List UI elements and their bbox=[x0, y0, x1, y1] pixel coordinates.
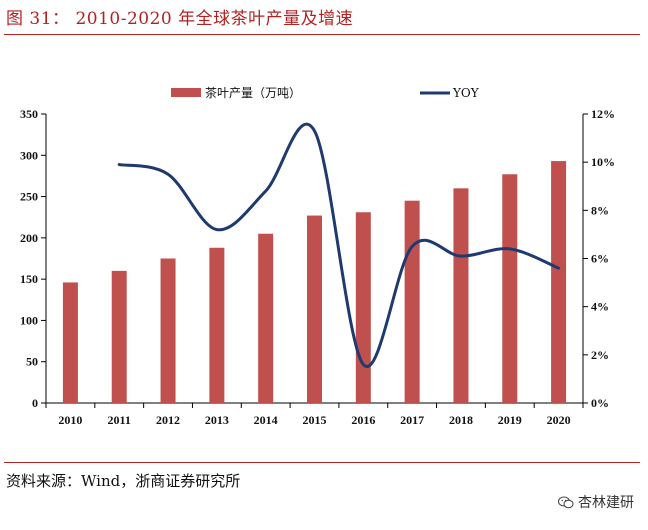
legend-swatch-bar bbox=[171, 88, 201, 97]
bar bbox=[160, 258, 176, 403]
bar bbox=[307, 215, 322, 403]
bar bbox=[453, 188, 469, 403]
bar bbox=[502, 174, 518, 403]
left-tick-label: 300 bbox=[20, 148, 38, 162]
x-tick-label: 2018 bbox=[449, 413, 473, 427]
bar bbox=[404, 200, 420, 403]
title-divider bbox=[4, 34, 640, 35]
right-tick-label: 6% bbox=[591, 252, 609, 266]
watermark: 杏林建研 bbox=[557, 492, 634, 512]
bar bbox=[355, 212, 371, 403]
x-tick-label: 2012 bbox=[156, 413, 180, 427]
right-tick-label: 4% bbox=[591, 300, 609, 314]
bar bbox=[258, 233, 274, 403]
bar bbox=[111, 270, 127, 403]
right-tick-label: 12% bbox=[591, 107, 615, 121]
right-tick-label: 8% bbox=[591, 203, 609, 217]
right-tick-label: 2% bbox=[591, 348, 609, 362]
x-tick-label: 2019 bbox=[498, 413, 522, 427]
left-tick-label: 100 bbox=[20, 313, 38, 327]
figure-title: 图 31： 2010-2020 年全球茶叶产量及增速 bbox=[6, 9, 354, 29]
left-tick-label: 150 bbox=[20, 272, 38, 286]
left-tick-label: 0 bbox=[32, 396, 38, 410]
left-tick-label: 250 bbox=[20, 190, 38, 204]
watermark-text: 杏林建研 bbox=[578, 495, 634, 511]
x-tick-label: 2015 bbox=[303, 413, 327, 427]
right-tick-label: 10% bbox=[591, 155, 615, 169]
x-tick-label: 2013 bbox=[205, 413, 229, 427]
left-tick-label: 350 bbox=[20, 107, 38, 121]
yoy-line bbox=[117, 122, 561, 369]
x-tick-label: 2020 bbox=[547, 413, 571, 427]
x-tick-label: 2016 bbox=[351, 413, 375, 427]
left-tick-label: 200 bbox=[20, 231, 38, 245]
bar bbox=[551, 161, 567, 403]
x-tick-label: 2010 bbox=[58, 413, 82, 427]
right-tick-label: 0% bbox=[591, 396, 609, 410]
source-note: 资料来源：Wind，浙商证券研究所 bbox=[6, 472, 241, 490]
left-tick-label: 50 bbox=[26, 355, 38, 369]
chart: 0 50 100 150 200 250 300 350 0% 2% 4% 6% 8% 10% 12% 201… bbox=[20, 85, 615, 427]
legend-label-bar: 茶叶产量（万吨） bbox=[205, 85, 301, 100]
bar bbox=[62, 282, 78, 403]
wechat-icon bbox=[557, 496, 574, 509]
x-tick-label: 2014 bbox=[254, 413, 278, 427]
bar bbox=[209, 247, 225, 403]
x-tick-label: 2017 bbox=[400, 413, 424, 427]
x-tick-label: 2011 bbox=[108, 413, 131, 427]
source-divider bbox=[4, 462, 640, 463]
legend-label-line: YOY bbox=[452, 86, 480, 100]
